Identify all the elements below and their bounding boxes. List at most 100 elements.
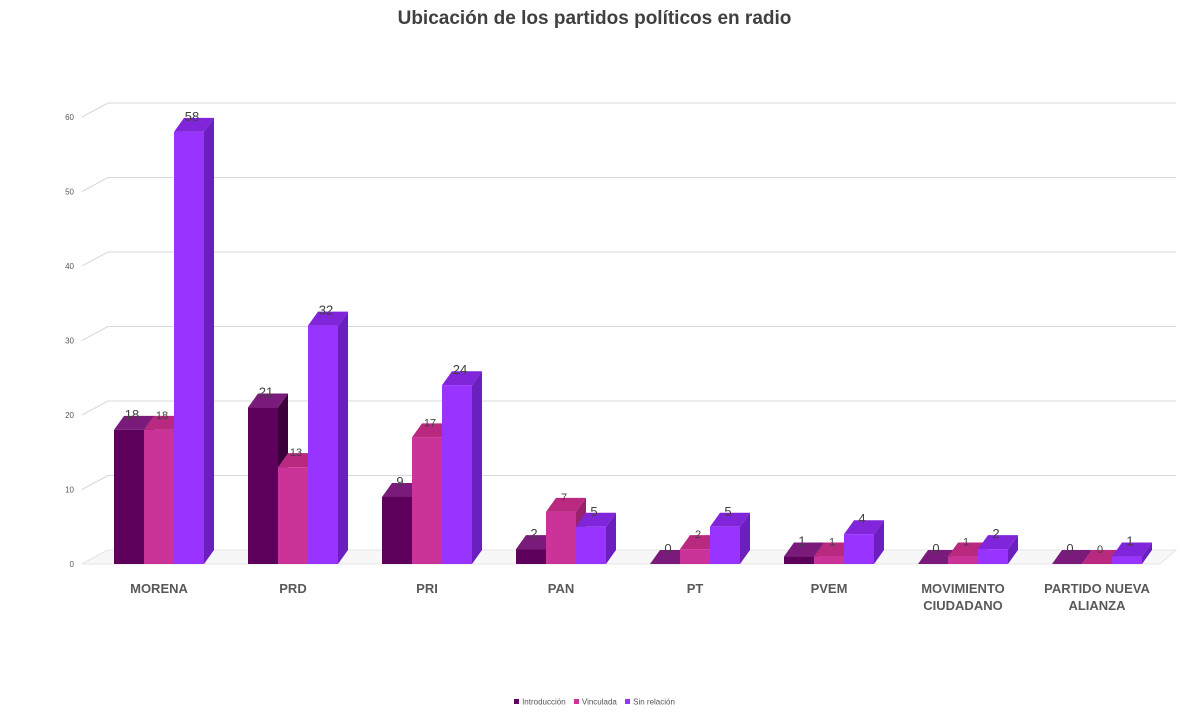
bar-vinculada <box>814 556 844 564</box>
bar-vinculada <box>412 437 442 564</box>
bar-sin-relaci-n <box>174 131 204 564</box>
bar-sin-relaci-n-side <box>1142 542 1152 564</box>
data-label: 18 <box>125 407 139 422</box>
bar-sin-relaci-n <box>576 526 606 564</box>
bar-vinculada <box>546 511 576 564</box>
legend-swatch-sin-relacion <box>625 699 631 705</box>
bar-introducci-n <box>516 549 546 564</box>
y-tick-label: 40 <box>65 262 74 271</box>
y-tick-label: 60 <box>65 113 74 122</box>
x-tick-label: PAN <box>548 581 574 596</box>
data-label: 5 <box>590 504 597 519</box>
gridline-side <box>81 251 109 267</box>
bar-sin-relaci-n-top <box>442 371 482 386</box>
legend-swatch-introduccion <box>514 699 520 705</box>
chart-title: Ubicación de los partidos políticos en r… <box>397 8 792 29</box>
legend-item-introduccion: Introducción <box>514 697 566 706</box>
data-label: 1 <box>1126 534 1133 549</box>
bar-sin-relaci-n-side <box>740 512 750 564</box>
bar-sin-relaci-n-side <box>472 371 482 564</box>
x-tick-label: PARTIDO NUEVA <box>1044 581 1150 596</box>
y-tick-label: 0 <box>70 560 75 569</box>
data-label: 2 <box>992 526 999 541</box>
x-tick-label: PRD <box>279 581 306 596</box>
data-label: 9 <box>396 474 403 489</box>
bar-sin-relaci-n-top <box>308 311 348 326</box>
bar-introducci-n-top <box>784 542 824 557</box>
bar-vinculada <box>278 467 308 564</box>
bar-vinculada <box>948 556 978 564</box>
bar-introducci-n <box>784 556 814 564</box>
legend-label-sin-relacion: Sin relación <box>633 697 675 707</box>
bar-sin-relaci-n-top <box>174 117 214 132</box>
bar-sin-relaci-n-side <box>338 311 348 564</box>
data-label: 2 <box>695 529 701 541</box>
data-label: 32 <box>319 303 333 318</box>
x-tick-label: PVEM <box>811 581 848 596</box>
bar-sin-relaci-n <box>978 549 1008 564</box>
bar-sin-relaci-n <box>710 526 740 564</box>
y-tick-label: 50 <box>65 188 74 197</box>
data-label: 1 <box>798 534 805 549</box>
gridline-side <box>81 102 109 118</box>
bar-sin-relaci-n <box>844 534 874 564</box>
data-label: 7 <box>561 492 567 504</box>
gridline-side <box>81 177 109 192</box>
y-tick-label: 30 <box>65 337 74 346</box>
x-tick-label: PT <box>687 581 704 596</box>
data-label: 58 <box>185 109 199 124</box>
data-label: 0 <box>664 541 671 556</box>
data-label: 0 <box>1066 541 1073 556</box>
x-tick-label: ALIANZA <box>1068 598 1126 613</box>
data-label: 5 <box>724 504 731 519</box>
bar-sin-relaci-n-top <box>1112 542 1152 557</box>
gridline-side <box>81 400 109 416</box>
bar-vinculada <box>680 549 710 564</box>
data-label: 2 <box>530 526 537 541</box>
y-tick-label: 20 <box>65 411 74 420</box>
y-tick-label: 10 <box>65 486 74 495</box>
data-label: 17 <box>424 417 436 429</box>
bar-sin-relaci-n <box>442 385 472 564</box>
data-label: 0 <box>932 541 939 556</box>
x-tick-label: MORENA <box>130 581 188 596</box>
bar-vinculada <box>144 429 174 564</box>
data-label: 24 <box>453 362 467 377</box>
x-tick-label: PRI <box>416 581 438 596</box>
bar-introducci-n <box>248 407 278 564</box>
bar-sin-relaci-n-top <box>710 512 750 527</box>
bar-sin-relaci-n-side <box>1008 535 1018 564</box>
legend-item-sin-relacion: Sin relación <box>625 697 675 706</box>
data-label: 21 <box>259 385 273 400</box>
bar-sin-relaci-n-side <box>874 520 884 564</box>
bar-sin-relaci-n-top <box>576 512 616 527</box>
data-label: 18 <box>156 410 168 422</box>
data-label: 4 <box>858 511 865 526</box>
bar-sin-relaci-n-side <box>606 512 616 564</box>
bar-sin-relaci-n <box>308 325 338 564</box>
x-tick-label: MOVIMIENTO <box>921 581 1005 596</box>
bar-introducci-n-top <box>248 393 288 408</box>
bar-introducci-n-top <box>114 415 154 430</box>
data-label: 1 <box>829 537 835 549</box>
bar-sin-relaci-n <box>1112 556 1142 564</box>
legend-swatch-vinculada <box>573 699 579 705</box>
data-label: 1 <box>963 537 969 549</box>
bar-introducci-n <box>382 496 412 564</box>
bar-introducci-n-top <box>1052 550 1092 564</box>
data-label: 0 <box>1097 544 1103 556</box>
gridline-side <box>81 326 109 341</box>
legend-item-vinculada: Vinculada <box>573 697 617 707</box>
x-tick-label: CIUDADANO <box>923 598 1002 613</box>
bar-sin-relaci-n-side <box>204 117 214 565</box>
gridline-side <box>81 475 109 490</box>
legend: Introducción Vinculada Sin relación <box>0 697 1189 706</box>
data-label: 13 <box>290 447 302 459</box>
legend-label-introduccion: Introducción <box>522 697 566 707</box>
legend-label-vinculada: Vinculada <box>581 697 617 707</box>
bar-introducci-n <box>114 429 144 564</box>
bar-vinculada-top <box>546 497 586 512</box>
bar-sin-relaci-n-top <box>978 535 1018 550</box>
bar-sin-relaci-n-top <box>844 520 884 535</box>
